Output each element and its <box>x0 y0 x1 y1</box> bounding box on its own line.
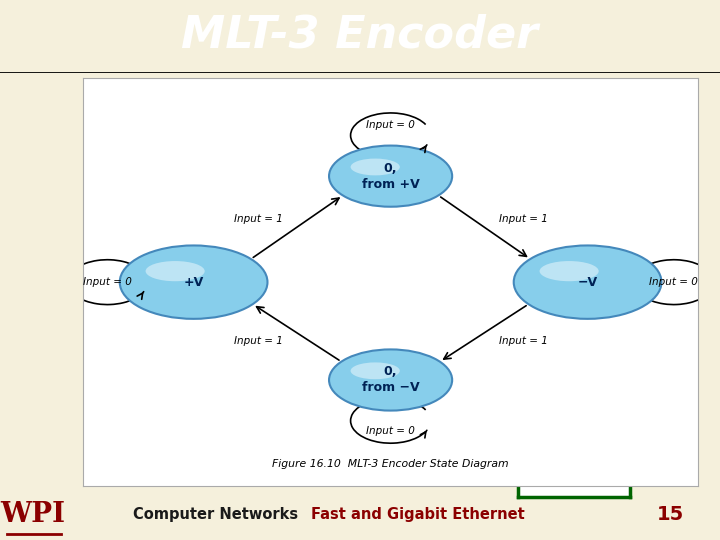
Ellipse shape <box>329 146 452 207</box>
Ellipse shape <box>351 159 400 176</box>
Text: 15: 15 <box>657 505 684 524</box>
Ellipse shape <box>351 362 400 379</box>
FancyArrowPatch shape <box>441 197 526 256</box>
FancyArrowPatch shape <box>444 306 526 359</box>
Text: Input = 0: Input = 0 <box>366 426 415 436</box>
Text: Stallings: Stallings <box>544 475 605 488</box>
Text: Input = 1: Input = 1 <box>498 214 547 224</box>
Text: th: th <box>598 447 608 456</box>
FancyArrowPatch shape <box>253 198 339 258</box>
Text: Input = 1: Input = 1 <box>234 214 283 224</box>
Ellipse shape <box>329 349 452 410</box>
Text: 0,
from −V: 0, from −V <box>361 366 420 395</box>
Text: −V: −V <box>577 275 598 289</box>
FancyArrowPatch shape <box>256 307 339 360</box>
Ellipse shape <box>514 246 662 319</box>
Text: Input = 1: Input = 1 <box>234 336 283 346</box>
Text: +V: +V <box>184 275 204 289</box>
Text: DCC 8: DCC 8 <box>561 452 603 465</box>
Text: WPI: WPI <box>0 501 65 528</box>
Text: Figure 16.10  MLT-3 Encoder State Diagram: Figure 16.10 MLT-3 Encoder State Diagram <box>272 458 509 469</box>
Ellipse shape <box>120 246 268 319</box>
Text: Ed.: Ed. <box>606 452 632 465</box>
Text: MLT-3 Encoder: MLT-3 Encoder <box>181 14 539 57</box>
Text: Input = 1: Input = 1 <box>498 336 547 346</box>
Text: Input = 0: Input = 0 <box>83 277 132 287</box>
Text: Computer Networks: Computer Networks <box>133 507 299 522</box>
Text: Fast and Gigabit Ethernet: Fast and Gigabit Ethernet <box>311 507 524 522</box>
Text: 0,
from +V: 0, from +V <box>361 161 420 191</box>
Text: Input = 0: Input = 0 <box>649 277 698 287</box>
Ellipse shape <box>145 261 204 281</box>
Ellipse shape <box>539 261 598 281</box>
Text: Input = 0: Input = 0 <box>366 120 415 130</box>
